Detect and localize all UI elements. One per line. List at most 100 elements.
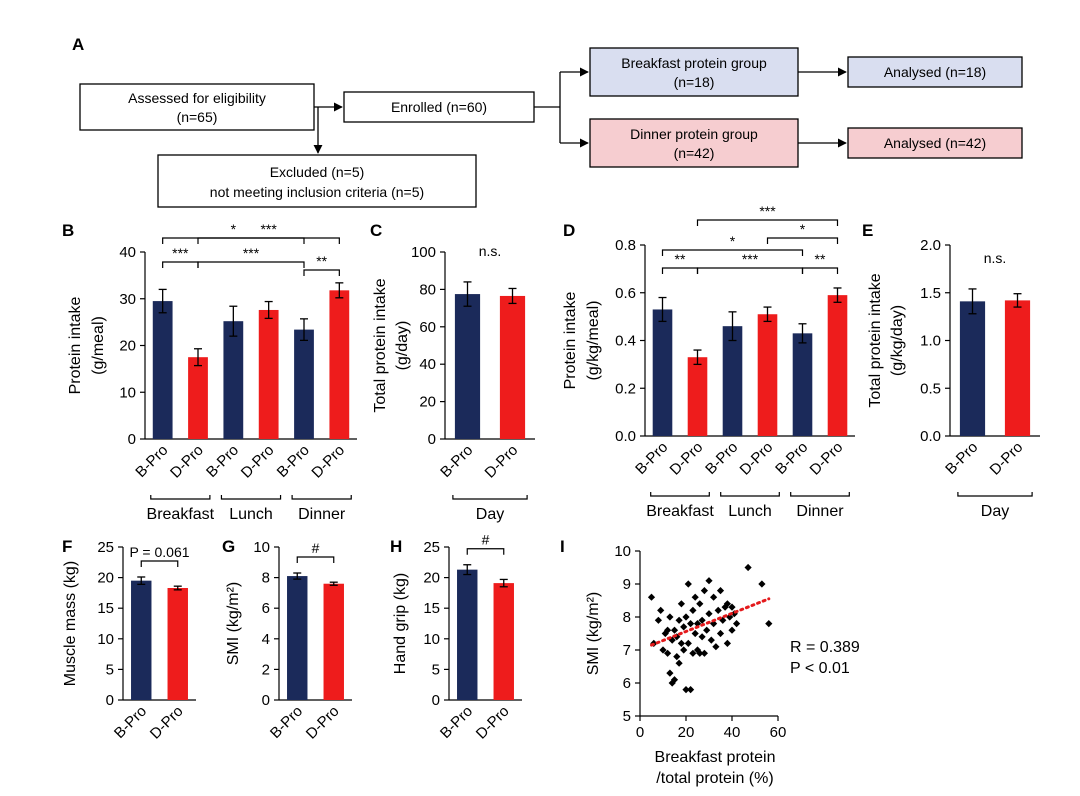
y-tick-label: 0 (106, 692, 114, 709)
bar-b-pro (959, 301, 986, 436)
bar-d-pro (757, 314, 778, 436)
category-label: B-Pro (203, 442, 242, 481)
breakfast-analysed-box (847, 56, 1023, 88)
scatter-point (689, 649, 697, 657)
group-label: Breakfast (147, 506, 215, 523)
bar-d-pro (188, 357, 208, 439)
scatter-point (666, 613, 674, 621)
significance-label: # (312, 540, 320, 556)
scatter-point (670, 626, 679, 634)
y-tick-label: 9 (623, 576, 631, 593)
category-label: B-Pro (942, 439, 981, 478)
y-tick-label: 1.0 (920, 333, 941, 350)
scatter-point (714, 606, 722, 614)
excluded-line2: not meeting inclusion criteria (n=5) (210, 184, 424, 200)
scatter-point (687, 620, 695, 628)
bar-d-pro (827, 295, 848, 436)
y-tick-label: 30 (119, 291, 136, 308)
bar-d-pro (687, 357, 708, 436)
scatter-point (677, 639, 685, 647)
y-tick-label: 0.5 (920, 380, 941, 397)
dinner-analysed-box (847, 127, 1023, 159)
scatter-point (682, 686, 690, 694)
scatter-point (693, 620, 702, 628)
scatter-point (684, 580, 692, 588)
category-label: B-Pro (632, 439, 671, 478)
scatter-point (657, 606, 665, 614)
bar-b-pro (131, 580, 152, 700)
significance-bracket (766, 237, 839, 244)
scatter-point (721, 603, 729, 611)
group-bracket (790, 492, 850, 497)
x-tick-label: 0 (636, 724, 644, 741)
y-axis-label: Protein intake (562, 291, 579, 389)
scatter-point (710, 593, 718, 601)
scatter-point (733, 620, 741, 628)
significance-bracket (296, 556, 335, 564)
dinner-group-line2: (n=42) (674, 145, 715, 161)
scatter-point (691, 629, 699, 638)
panel-e-chart: E 0.0 0.5 1.0 1.5 2.0 Total protein intake (g/k… (862, 221, 1040, 520)
excluded-box (157, 154, 477, 208)
y-tick-label: 2.0 (920, 237, 941, 254)
category-label: B-Pro (702, 439, 741, 478)
y-tick-label: 0 (128, 431, 136, 448)
panel-letter-i: I (560, 537, 565, 556)
x-axis-label: Breakfast protein (655, 749, 776, 766)
scatter-point (677, 600, 685, 608)
assessed-box (79, 83, 315, 131)
y-axis-label: Hand grip (kg) (392, 573, 409, 674)
scatter-point (716, 629, 725, 638)
y-tick-label: 40 (419, 356, 436, 373)
group-label: Lunch (728, 503, 772, 520)
y-tick-label: 10 (119, 384, 136, 401)
category-label: D-Pro (987, 439, 1027, 479)
scatter-point (726, 613, 734, 621)
y-tick-label: 5 (106, 661, 114, 678)
y-tick-label: 10 (97, 631, 114, 648)
y-axis-label: SMI (kg/m²) (585, 592, 602, 676)
y-tick-label: 20 (97, 570, 114, 587)
excluded-line1: Excluded (n=5) (270, 164, 365, 180)
flow-arrows (313, 67, 847, 154)
panel-letter-e: E (862, 221, 873, 240)
category-label: D-Pro (303, 703, 343, 743)
scatter-point (680, 646, 688, 654)
y-tick-label: 10 (253, 539, 270, 556)
y-tick-label: 60 (419, 319, 436, 336)
y-tick-label: 20 (423, 570, 440, 587)
category-label: B-Pro (437, 703, 476, 742)
y-axis-label: Muscle mass (kg) (62, 561, 79, 686)
significance-label: n.s. (479, 243, 502, 259)
scatter-point (696, 649, 704, 657)
bar-b-pro (457, 569, 478, 700)
group-bracket (150, 495, 211, 500)
y-tick-label: 0.0 (615, 428, 636, 445)
significance-label: ** (675, 251, 686, 267)
y-tick-label: 25 (423, 539, 440, 556)
scatter-point (675, 659, 683, 667)
significance-label: *** (759, 203, 776, 219)
bar-b-pro (792, 333, 813, 436)
bar-d-pro (167, 588, 188, 700)
panel-letter-a: A (72, 35, 84, 54)
y-tick-label: 0 (428, 431, 436, 448)
scatter-point (666, 669, 674, 677)
y-tick-label: 0 (262, 692, 270, 709)
panel-d-chart: D 0.0 0.2 0.4 0.6 0.8 Protein intake (g/kg/meal… (562, 203, 855, 520)
bar-d-pro (493, 583, 514, 700)
category-label: B-Pro (267, 703, 306, 742)
y-tick-label: 40 (119, 244, 136, 261)
scatter-point (730, 610, 738, 618)
y-tick-label: 8 (262, 570, 270, 587)
scatter-point (684, 639, 692, 647)
significance-bracket (801, 267, 839, 274)
bar-b-pro (152, 301, 173, 439)
y-tick-label: 0.6 (615, 285, 636, 302)
significance-label: # (482, 532, 490, 548)
scatter-point (716, 587, 725, 595)
bar-b-pro (223, 321, 244, 439)
